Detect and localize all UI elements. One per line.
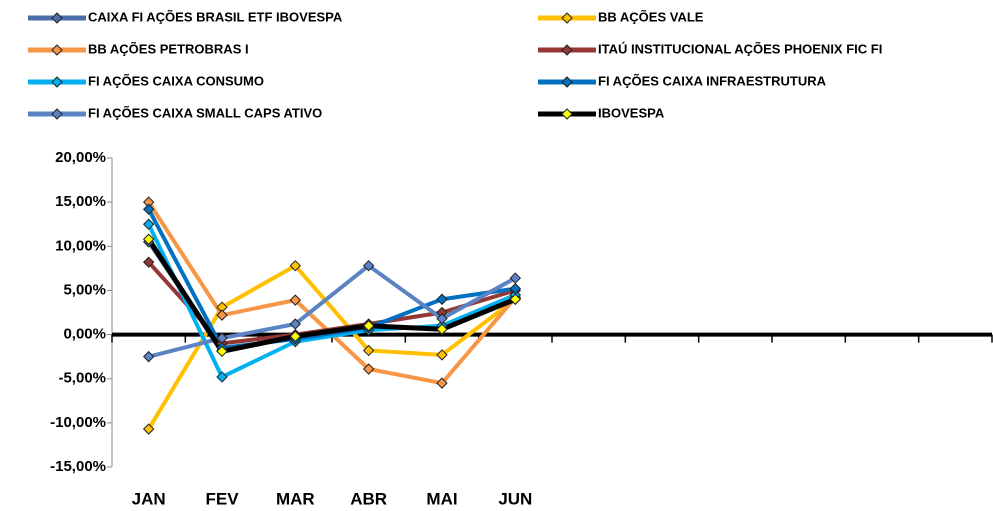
y-tick-label: 20,00% [55, 149, 106, 166]
y-tick-label: 10,00% [55, 237, 106, 254]
legend-label: BB AÇÕES PETROBRAS I [88, 41, 249, 56]
data-point [436, 377, 448, 389]
data-point [142, 423, 155, 435]
data-point [289, 294, 302, 306]
data-point [289, 260, 302, 272]
y-tick-label: 5,00% [63, 281, 106, 298]
legend-marker [51, 12, 63, 24]
legend-marker [561, 44, 573, 56]
legend-marker [51, 44, 63, 56]
data-point [142, 256, 155, 268]
legend-marker [561, 12, 573, 24]
series-line [146, 223, 517, 379]
data-point [362, 320, 375, 332]
y-tick-label: 0,00% [63, 326, 106, 343]
x-tick-label: MAR [276, 489, 315, 508]
data-point [216, 371, 228, 383]
y-tick-label: 15,00% [55, 193, 106, 210]
legend-label: ITAÚ INSTITUCIONAL AÇÕES PHOENIX FIC FI [598, 41, 882, 56]
series-line [148, 263, 517, 359]
data-point [509, 272, 522, 284]
y-tick-label: -15,00% [50, 458, 106, 475]
data-point [362, 344, 375, 357]
legend-label: IBOVESPA [598, 105, 665, 120]
data-point [142, 218, 155, 230]
data-point [289, 330, 302, 343]
x-tick-label: FEV [205, 489, 239, 508]
data-point [509, 293, 522, 305]
legend-label: FI AÇÕES CAIXA CONSUMO [88, 73, 264, 88]
y-tick-label: -10,00% [50, 414, 106, 431]
legend-marker [561, 76, 573, 88]
data-point [436, 323, 448, 335]
data-point [142, 203, 155, 215]
data-point [216, 332, 228, 344]
x-tick-label: ABR [350, 489, 387, 508]
data-point [142, 233, 155, 245]
y-tick-label: -5,00% [58, 370, 106, 387]
data-point [436, 293, 448, 305]
x-tick-label: JUN [498, 489, 532, 508]
x-tick-label: MAI [426, 489, 457, 508]
x-tick-label: JAN [132, 489, 166, 508]
legend-marker [561, 108, 573, 120]
legend-marker [51, 108, 63, 120]
legend-marker [51, 76, 63, 88]
legend-label: CAIXA FI AÇÕES BRASIL ETF IBOVESPA [88, 9, 343, 24]
data-point [216, 345, 228, 358]
data-point [289, 318, 302, 330]
data-point [216, 309, 228, 321]
legend-label: FI AÇÕES CAIXA INFRAESTRUTURA [598, 73, 827, 88]
data-point [142, 350, 155, 363]
data-point [362, 363, 375, 375]
series-line [146, 237, 517, 354]
data-point [436, 349, 448, 361]
legend-label: FI AÇÕES CAIXA SMALL CAPS ATIVO [88, 105, 322, 120]
data-point [362, 260, 375, 272]
legend-label: BB AÇÕES VALE [598, 9, 704, 24]
